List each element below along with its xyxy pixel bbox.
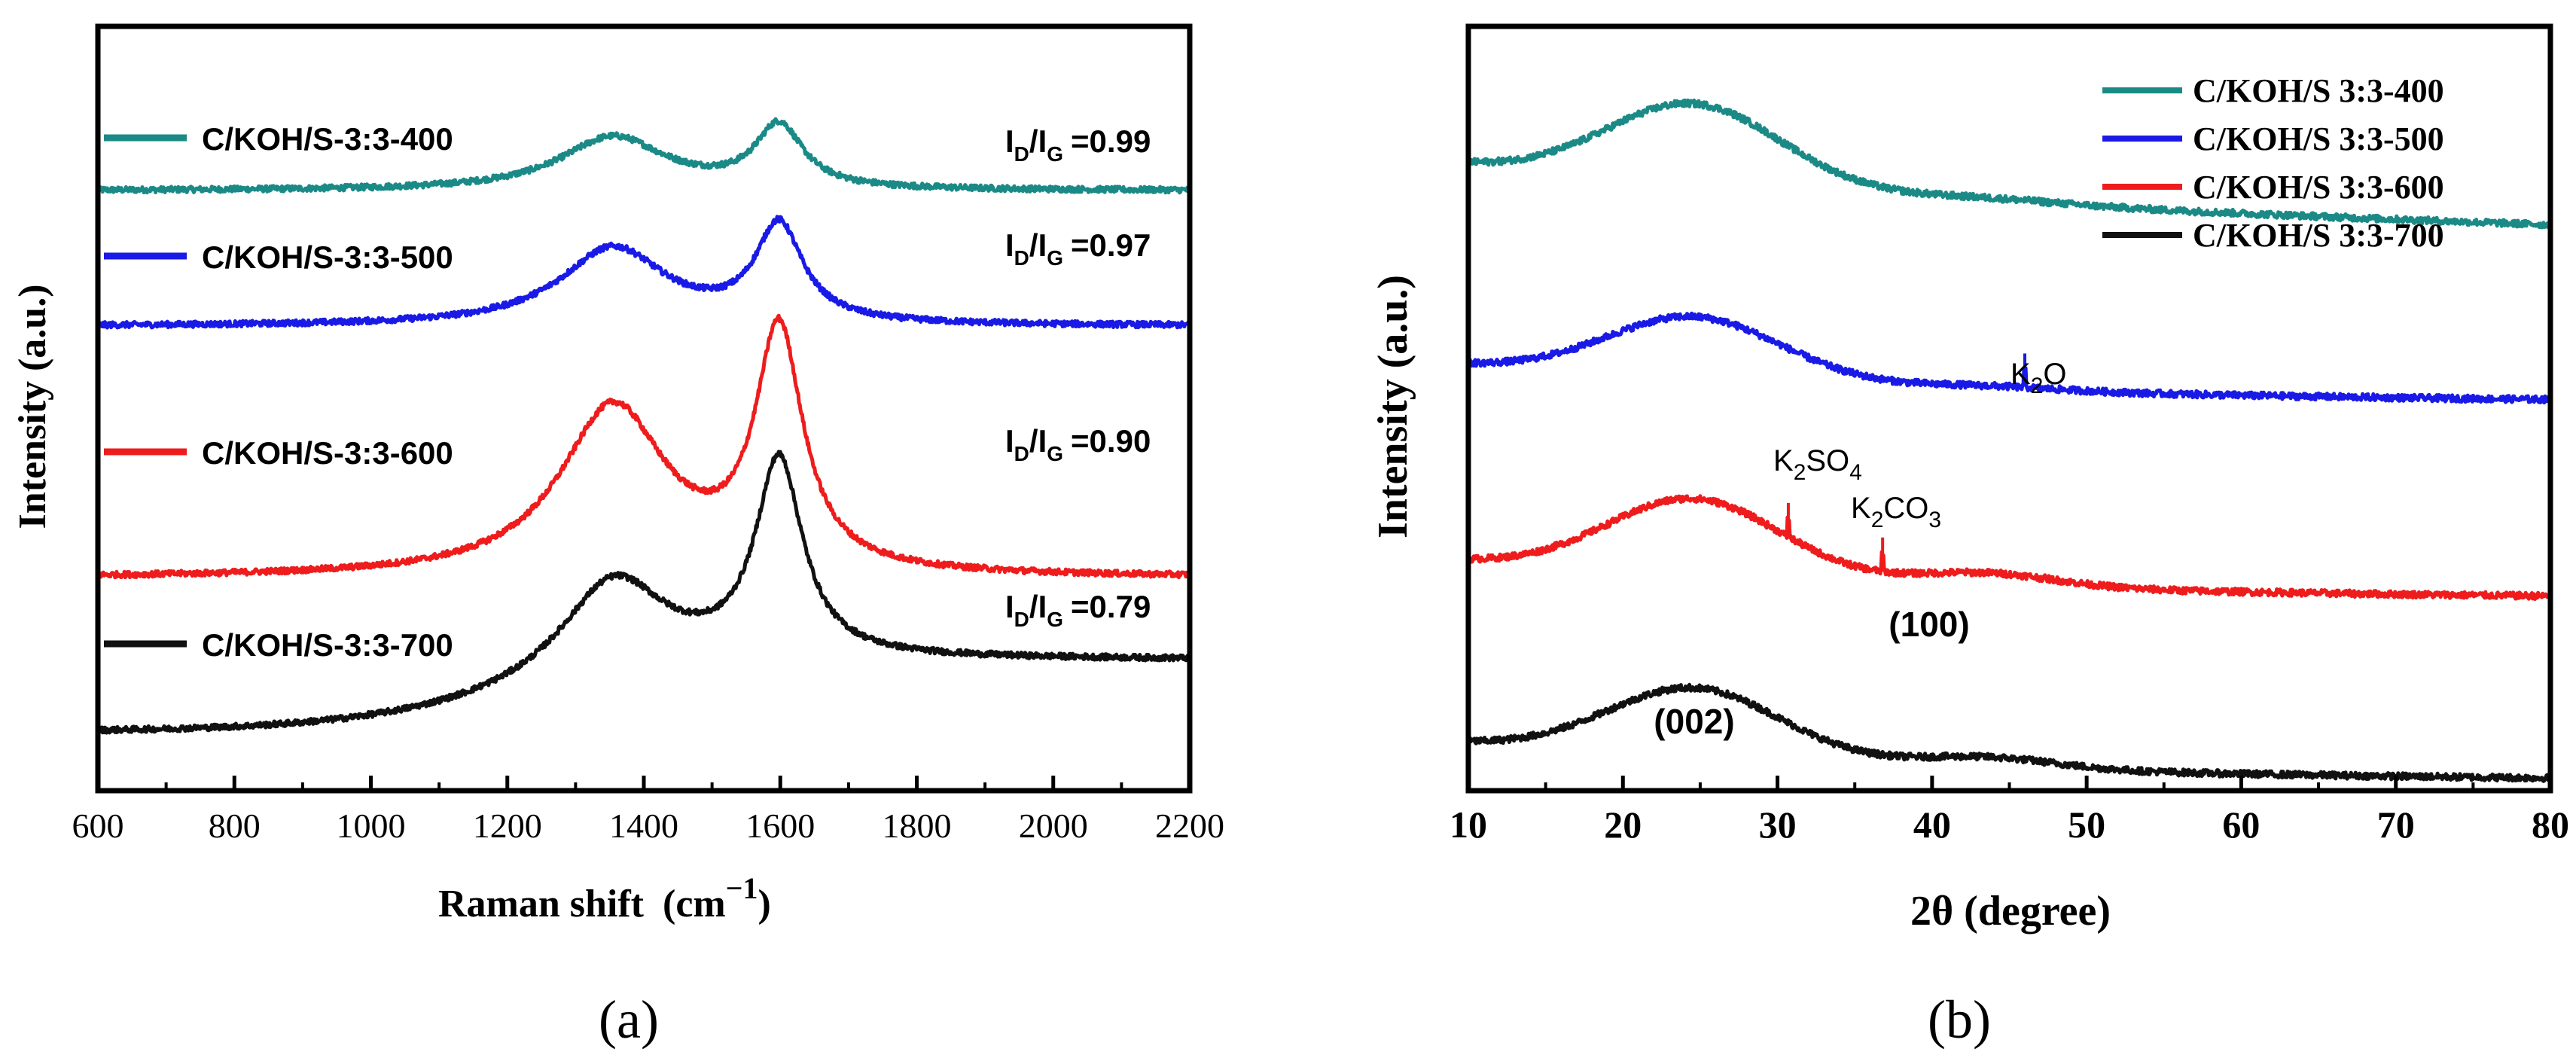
panel-b-x-tick-label: 50: [2068, 803, 2105, 846]
panel-a-x-tick-label: 1200: [473, 806, 542, 845]
panel-a-id-ig-ratio: ID/IG =0.79: [1005, 589, 1151, 631]
panel-a-x-ticks: 600 800 1000 1200 1400 1600 1800 2000 2200: [72, 776, 1224, 845]
panel-b-series-line: [1466, 311, 2552, 405]
panel-b-x-tick-label: 40: [1913, 803, 1951, 846]
panel-b-x-axis-label: 2θ (degree): [1910, 888, 2111, 935]
panel-a-series-line: [96, 117, 1191, 195]
panel-a-chart: 600 800 1000 1200 1400 1600 1800 2000 2200 Raman…: [11, 23, 1224, 1050]
panel-b-label: (b): [1928, 989, 1991, 1050]
panel-a-id-ig-ratio: ID/IG =0.90: [1005, 423, 1151, 465]
panel-b-x-tick-label: 70: [2377, 803, 2415, 846]
panel-b-series-line: [1466, 98, 2553, 230]
panel-a-series-line: [96, 215, 1191, 330]
panel-b-x-tick-label: 10: [1450, 803, 1487, 846]
panel-b-x-tick-label: 80: [2532, 803, 2569, 846]
panel-b-x-tick-label: 30: [1759, 803, 1797, 846]
panel-b-legend-label: C/KOH/S 3:3-700: [2193, 217, 2444, 254]
panel-a-legend: C/KOH/S-3:3-400 C/KOH/S-3:3-500 C/KOH/S-3:…: [104, 121, 453, 663]
panel-b-x-tick-label: 60: [2222, 803, 2260, 846]
panel-a-legend-label: C/KOH/S-3:3-700: [202, 627, 453, 663]
panel-a-legend-label: C/KOH/S-3:3-400: [202, 121, 453, 157]
panel-b-x-ticks: 10 20 30 40 50 60 70 80: [1450, 776, 2569, 846]
panel-a-series-line: [96, 450, 1191, 735]
panel-a-intensity-ratios: ID/IG =0.99 ID/IG =0.97 ID/IG =0.90 ID/IG =0.79: [1005, 123, 1151, 631]
panel-a-x-tick-label: 800: [209, 806, 261, 845]
panel-b-legend-label: C/KOH/S 3:3-600: [2193, 169, 2444, 206]
panel-b-legend: C/KOH/S 3:3-400 C/KOH/S 3:3-500 C/KOH/S 3:…: [2102, 72, 2444, 254]
panel-a-series-group: [96, 117, 1192, 735]
panel-b-phase-label-k2so4: K2SO4: [1773, 444, 1862, 485]
panel-a-id-ig-ratio: ID/IG =0.97: [1005, 227, 1151, 270]
panel-b-y-axis-label: Intensity (a.u.): [1370, 275, 1416, 538]
panel-b-series-group: [1466, 98, 2553, 783]
panel-b-chart: 10 20 30 40 50 60 70 80 2θ (degree) Intensity (…: [1370, 23, 2569, 1050]
panel-a-series-line: [96, 313, 1192, 580]
panel-a-x-tick-label: 1600: [745, 806, 815, 845]
panel-a-x-axis-unit: (cm−1): [663, 871, 771, 925]
panel-a-legend-label: C/KOH/S-3:3-600: [202, 435, 453, 471]
panel-a-x-tick-label: 600: [72, 806, 124, 845]
panel-a-legend-label: C/KOH/S-3:3-500: [202, 239, 453, 275]
panel-a-x-tick-label: 2200: [1155, 806, 1224, 845]
panel-a-x-tick-label: 1800: [883, 806, 952, 845]
panel-b-phase-label-k2o: K2O: [2010, 358, 2067, 398]
panel-a-x-tick-label: 1000: [337, 806, 406, 845]
panel-a-label: (a): [599, 989, 659, 1050]
panel-b-legend-label: C/KOH/S 3:3-500: [2193, 120, 2444, 157]
panel-b-legend-label: C/KOH/S 3:3-400: [2193, 72, 2444, 109]
panel-a-id-ig-ratio: ID/IG =0.99: [1005, 123, 1151, 166]
panel-b-series-line: [1466, 682, 2553, 783]
panel-b-annotations: K2O K2SO4 K2CO3: [1773, 353, 2067, 566]
peak-label-002: (002): [1654, 702, 1734, 741]
panel-a-y-axis-label: Intensity (a.u.): [11, 284, 54, 529]
panel-b-x-tick-label: 20: [1604, 803, 1642, 846]
peak-label-100: (100): [1889, 605, 1969, 644]
panel-b-phase-label-k2co3: K2CO3: [1851, 492, 1941, 532]
panel-a-x-tick-label: 1400: [609, 806, 678, 845]
panel-a-x-axis-label: Raman shift: [438, 883, 645, 925]
panel-a-x-tick-label: 2000: [1019, 806, 1088, 845]
panel-b-series-line: [1466, 494, 2553, 601]
